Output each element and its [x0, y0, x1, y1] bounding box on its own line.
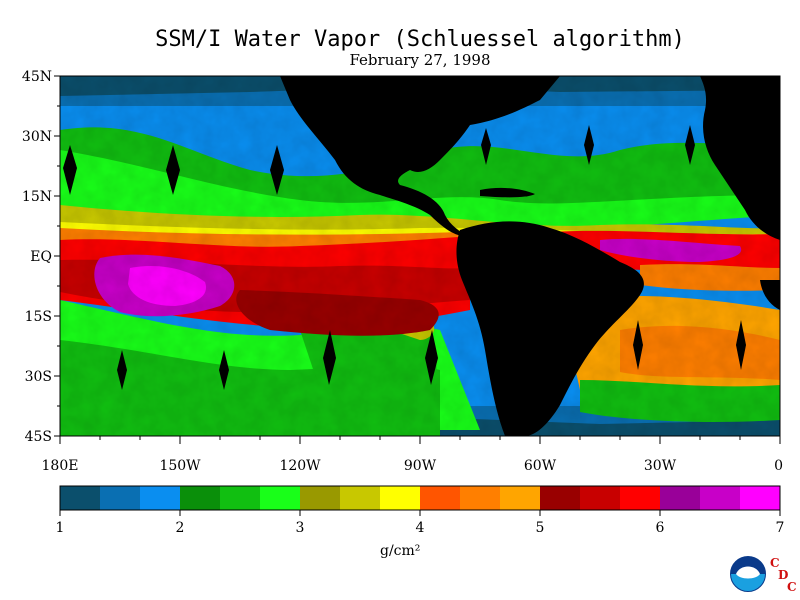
lat-label: EQ: [30, 249, 52, 265]
latitude-ticks: [54, 75, 60, 437]
colorbar-swatch: [340, 486, 381, 510]
map-title: SSM/I Water Vapor (Schluessel algorithm): [155, 27, 685, 52]
lon-label: 120W: [279, 458, 321, 474]
lon-label: 30W: [644, 458, 677, 474]
colorbar-swatch: [580, 486, 621, 510]
lat-label: 30N: [22, 129, 52, 145]
colorbar-swatch: [100, 486, 141, 510]
colorbar-labels: 1 2 3 4 5 6 7: [56, 520, 785, 536]
colorbar-swatch: [380, 486, 421, 510]
colorbar-swatch: [300, 486, 341, 510]
colorbar-swatch: [460, 486, 501, 510]
longitude-labels: 180E 150W 120W 90W 60W 30W 0: [42, 458, 783, 474]
noaa-logo: [730, 556, 766, 592]
cdc-logo: C D C: [768, 556, 798, 596]
colorbar-swatch: [140, 486, 181, 510]
lon-label: 150W: [159, 458, 201, 474]
colorbar-swatch: [60, 486, 101, 510]
colorbar-unit: g/cm²: [380, 543, 421, 559]
cdc-letter-c1: C: [770, 556, 780, 570]
lon-label: 0: [774, 458, 783, 474]
colorbar-tick-label: 4: [416, 520, 425, 536]
longitude-ticks: [59, 436, 781, 444]
lon-label: 60W: [524, 458, 557, 474]
lon-label: 90W: [404, 458, 437, 474]
colorbar-swatch: [420, 486, 461, 510]
colorbar-swatch: [620, 486, 661, 510]
colorbar-swatch: [660, 486, 701, 510]
map-date: February 27, 1998: [349, 51, 491, 69]
latitude-labels: 45N 30N 15N EQ 15S 30S 45S: [22, 69, 52, 445]
lat-label: 45S: [25, 429, 52, 445]
colorbar-swatch: [220, 486, 261, 510]
lat-label: 15S: [25, 309, 52, 325]
colorbar-swatch: [500, 486, 541, 510]
colorbar-tick-label: 5: [536, 520, 545, 536]
colorbar-tick-label: 3: [296, 520, 305, 536]
colorbar-swatch: [260, 486, 301, 510]
lon-label: 180E: [42, 458, 79, 474]
colorbar-tick-label: 6: [656, 520, 665, 536]
colorbar: [59, 485, 781, 516]
colorbar-swatch: [740, 486, 781, 510]
colorbar-swatch: [180, 486, 221, 510]
colorbar-swatch: [540, 486, 581, 510]
cdc-letter-c2: C: [787, 580, 797, 594]
lat-label: 15N: [22, 189, 52, 205]
colorbar-tick-label: 1: [56, 520, 65, 536]
lat-label: 30S: [25, 369, 52, 385]
colorbar-tick-label: 7: [776, 520, 785, 536]
colorbar-swatch: [700, 486, 741, 510]
colorbar-tick-label: 2: [176, 520, 185, 536]
cdc-letter-d: D: [778, 568, 789, 582]
lat-label: 45N: [22, 69, 52, 85]
vapor-field: [60, 76, 780, 436]
